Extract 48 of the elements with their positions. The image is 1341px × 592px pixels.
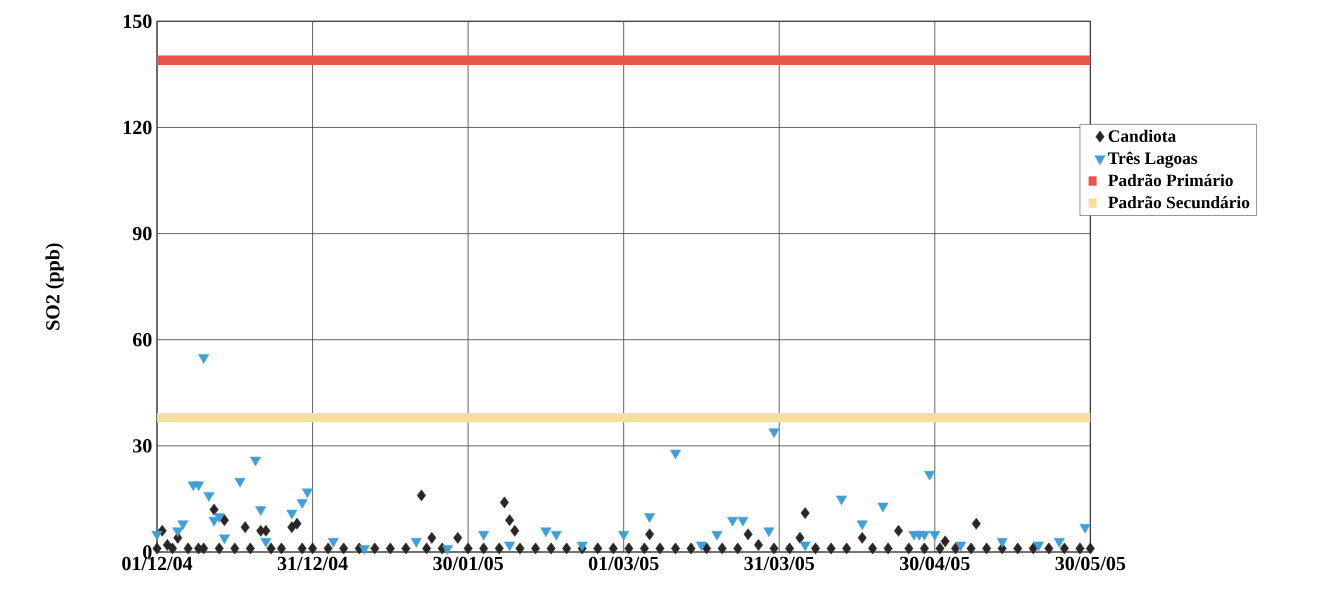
point: [301, 488, 313, 499]
point: [727, 516, 739, 527]
point: [929, 531, 941, 541]
legend-label: Candiota: [1108, 129, 1176, 142]
point: [550, 531, 562, 541]
point: [737, 516, 749, 527]
x-tick-label: 31/12/04: [277, 556, 348, 571]
x-tick-label: 30/05/05: [1055, 556, 1126, 571]
point: [711, 531, 723, 541]
point: [255, 506, 267, 516]
point: [504, 541, 516, 552]
y-tick-label: 150: [123, 14, 152, 29]
point: [198, 354, 210, 364]
point: [193, 481, 204, 492]
x-tick-label: 01/03/05: [588, 556, 659, 571]
point: [234, 477, 246, 488]
point: [296, 499, 308, 509]
y-tick-label: 90: [132, 226, 152, 241]
point: [799, 541, 811, 552]
point: [924, 470, 936, 481]
point: [763, 527, 775, 538]
point: [670, 449, 681, 460]
x-tick-label: 30/04/05: [899, 556, 970, 571]
legend-label: Padrão Primário: [1108, 173, 1233, 187]
point: [768, 428, 780, 438]
point: [410, 538, 422, 548]
point: [618, 531, 630, 541]
point: [644, 513, 656, 523]
point: [918, 531, 930, 541]
point: [250, 456, 261, 467]
legend-label: Três Lagoas: [1108, 151, 1198, 168]
point: [177, 520, 189, 530]
point: [835, 495, 847, 506]
point: [203, 492, 215, 502]
point: [877, 502, 889, 513]
point: [478, 531, 490, 541]
y-tick-label: 120: [123, 120, 152, 135]
legend-label: Padrão Secundário: [1108, 196, 1250, 209]
y-axis-title: SO2 (ppb): [45, 243, 64, 330]
point: [218, 534, 230, 545]
point: [540, 527, 552, 538]
x-tick-label: 30/01/05: [433, 556, 503, 571]
point: [286, 509, 298, 520]
point: [1079, 523, 1091, 534]
y-tick-label: 30: [133, 439, 152, 453]
point: [856, 520, 868, 530]
y-tick-label: 60: [132, 332, 152, 347]
x-tick-label: 31/03/05: [744, 556, 815, 571]
